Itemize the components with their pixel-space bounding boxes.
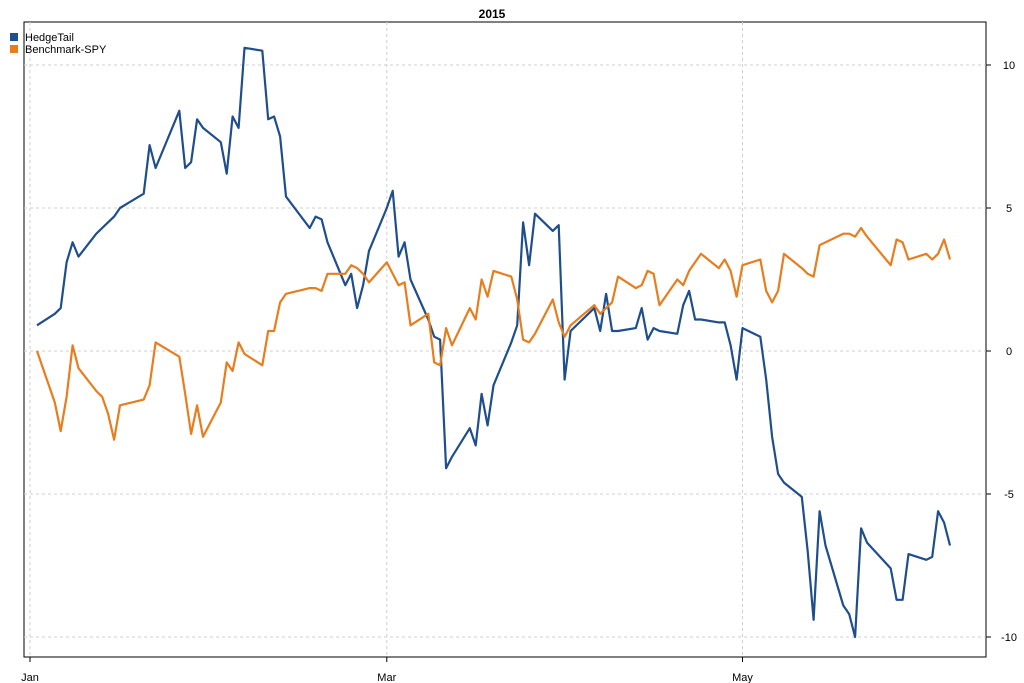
chart-title: 2015: [479, 7, 506, 21]
axes: 10 5 0 -5 -10 Jan Mar May: [21, 60, 1017, 683]
x-tick-label: Jan: [21, 672, 39, 683]
legend-swatch-benchmark-spy: [10, 45, 18, 53]
y-tick-label: 0: [1006, 346, 1012, 358]
x-tick-label: Mar: [377, 672, 396, 683]
series: [35, 46, 952, 639]
grid: [24, 22, 986, 657]
x-tick-label: May: [732, 672, 753, 683]
y-tick-label: -5: [1004, 489, 1014, 501]
legend-swatch-hedgetail: [10, 33, 18, 41]
legend-label-benchmark-spy: Benchmark-SPY: [25, 44, 107, 56]
legend-label-hedgetail: HedgeTail: [25, 32, 74, 44]
y-tick-label: -10: [1001, 632, 1017, 644]
y-tick-label: 5: [1006, 203, 1012, 215]
series-line-hedgetail: [36, 46, 952, 639]
series-line-benchmark-spy: [35, 226, 952, 441]
plot-frame: [23, 21, 987, 658]
legend: HedgeTail Benchmark-SPY: [10, 32, 107, 56]
y-tick-label: 10: [1003, 60, 1015, 72]
